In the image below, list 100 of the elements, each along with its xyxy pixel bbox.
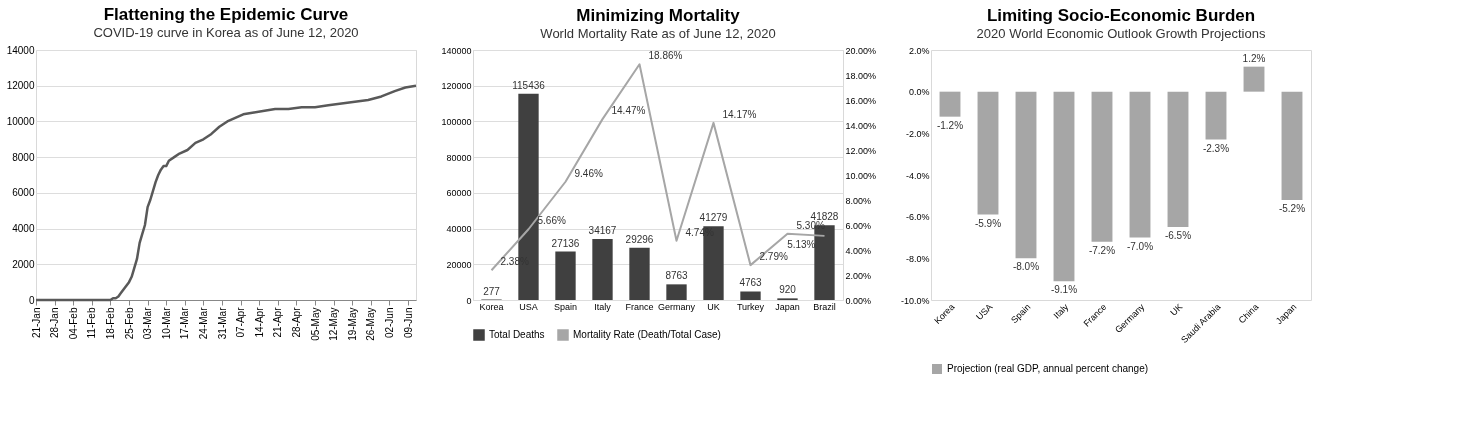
- x-tick-label: 18-Feb: [104, 307, 116, 340]
- y-tick-label: -2.0%: [905, 128, 930, 139]
- legend-label: Mortality Rate (Death/Total Case): [573, 329, 721, 340]
- x-tick-label: Japan: [775, 301, 800, 312]
- x-tick-label: USA: [974, 301, 995, 322]
- y2-tick-label: 2.00%: [845, 270, 872, 281]
- x-tick-label: 04-Feb: [67, 307, 79, 340]
- x-tick-label: 21-Apr: [272, 306, 284, 338]
- y-tick-label: 80000: [446, 152, 472, 163]
- y-tick-label: 60000: [446, 188, 472, 199]
- y-tick-label: 8000: [12, 151, 35, 163]
- x-tick-label: Brazil: [813, 301, 836, 312]
- x-tick-label: 26-May: [365, 307, 377, 341]
- x-tick-label: USA: [519, 301, 538, 312]
- bar: [666, 284, 687, 300]
- x-tick-label: 19-May: [346, 307, 358, 341]
- y2-tick-label: 6.00%: [845, 220, 872, 231]
- data-label: -5.9%: [974, 217, 1002, 229]
- y-tick-label: 120000: [441, 81, 472, 92]
- data-label: -9.1%: [1050, 284, 1078, 296]
- y2-tick-label: 8.00%: [845, 195, 872, 206]
- x-tick-label: 24-Mar: [197, 306, 209, 340]
- x-tick-label: 21-Jan: [30, 307, 42, 339]
- data-label: 1.2%: [1242, 52, 1266, 64]
- y-tick-label: 2.0%: [908, 45, 930, 56]
- data-label: -7.0%: [1126, 240, 1154, 252]
- y-tick-label: 40000: [446, 224, 472, 235]
- y-tick-label: 10000: [6, 115, 35, 127]
- bar: [740, 291, 761, 300]
- x-tick-label: France: [625, 301, 654, 312]
- x-tick-label: 03-Mar: [142, 306, 154, 340]
- y-tick-label: 6000: [12, 187, 35, 199]
- chart-subtitle: 2020 World Economic Outlook Growth Projections: [976, 26, 1266, 41]
- data-label: -2.3%: [1202, 142, 1230, 154]
- data-label: 4763: [739, 277, 763, 289]
- y2-tick-label: 14.00%: [845, 120, 877, 131]
- y-tick-label: 0.0%: [908, 87, 930, 98]
- y-tick-label: 14000: [6, 44, 35, 56]
- x-tick-label: 05-May: [309, 307, 321, 341]
- x-tick-label: 07-Apr: [235, 306, 247, 338]
- bar: [592, 238, 613, 300]
- x-tick-label: 14-Apr: [253, 306, 265, 338]
- x-tick-label: Korea: [479, 301, 504, 312]
- x-tick-label: 02-Jun: [383, 307, 395, 339]
- y-tick-label: 100000: [441, 116, 472, 127]
- x-tick-label: UK: [707, 301, 720, 312]
- y2-tick-label: 18.00%: [845, 70, 877, 81]
- data-label: 29296: [625, 233, 654, 245]
- x-tick-label: 31-Mar: [216, 306, 228, 340]
- data-label: -6.5%: [1164, 230, 1192, 242]
- chart-title: Flattening the Epidemic Curve: [103, 5, 349, 24]
- chart-title: Limiting Socio-Economic Burden: [986, 6, 1256, 25]
- y-tick-label: 0: [28, 294, 35, 306]
- line-series: [34, 84, 418, 302]
- data-label: 115436: [512, 79, 546, 91]
- data-label: 8763: [665, 270, 689, 282]
- data-label: -8.0%: [1012, 261, 1040, 273]
- bar: [629, 247, 650, 300]
- bar: [555, 251, 576, 300]
- data-label: 41279: [699, 212, 728, 224]
- y-tick-label: -4.0%: [905, 170, 930, 181]
- y2-tick-label: 0.00%: [845, 295, 872, 306]
- y-tick-label: 4000: [12, 223, 35, 235]
- data-label: 18.86%: [648, 50, 683, 62]
- legend-label: Projection (real GDP, annual percent change): [947, 363, 1149, 374]
- x-tick-label: Germany: [657, 301, 696, 312]
- x-tick-label: Italy: [1051, 301, 1071, 321]
- x-tick-label: 28-Jan: [49, 307, 61, 339]
- data-label: 14.47%: [611, 105, 646, 117]
- data-label: -7.2%: [1088, 244, 1116, 256]
- x-tick-label: 28-Apr: [290, 306, 302, 338]
- x-tick-label: 12-May: [328, 307, 340, 341]
- data-label: 27136: [551, 237, 580, 249]
- data-label: 14.17%: [722, 108, 757, 120]
- data-label: 9.46%: [574, 167, 603, 179]
- x-tick-label: 25-Feb: [123, 307, 135, 340]
- data-label: 277: [483, 285, 501, 297]
- x-tick-label: 17-Mar: [179, 306, 191, 340]
- chart-title: Minimizing Mortality: [576, 6, 741, 25]
- x-tick-label: Turkey: [736, 301, 765, 312]
- data-label: 2.79%: [759, 251, 788, 263]
- y-tick-label: -8.0%: [905, 253, 930, 264]
- y2-tick-label: 4.00%: [845, 245, 872, 256]
- y2-tick-label: 20.00%: [845, 45, 877, 56]
- data-label: 34167: [588, 224, 617, 236]
- y-tick-label: -6.0%: [905, 212, 930, 223]
- y-tick-label: 140000: [441, 45, 472, 56]
- data-label: -1.2%: [936, 119, 964, 131]
- y-tick-label: 12000: [6, 80, 35, 92]
- y2-tick-label: 12.00%: [845, 145, 877, 156]
- x-tick-label: Italy: [594, 301, 612, 312]
- chart-subtitle: World Mortality Rate as of June 12, 2020: [540, 26, 776, 41]
- x-tick-label: 11-Feb: [86, 307, 98, 339]
- x-tick-label: 09-Jun: [402, 307, 414, 339]
- chart-subtitle: COVID-19 curve in Korea as of June 12, 2020: [93, 25, 359, 40]
- x-tick-label: Spain: [553, 301, 578, 312]
- y2-tick-label: 10.00%: [845, 170, 877, 181]
- y-tick-label: 2000: [12, 258, 35, 270]
- legend-label: Total Deaths: [489, 329, 545, 340]
- y-tick-label: 20000: [446, 259, 472, 270]
